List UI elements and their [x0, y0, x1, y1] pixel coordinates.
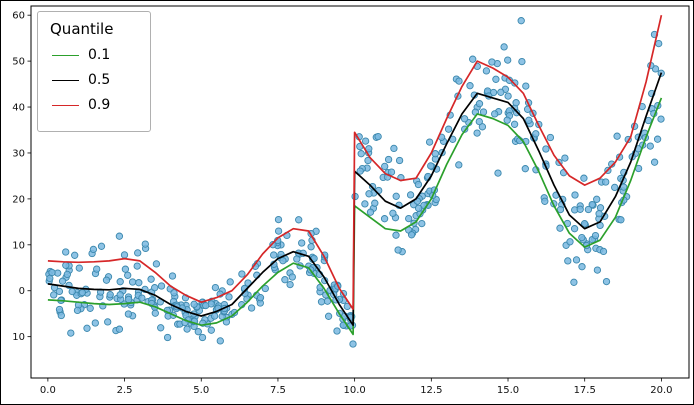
legend-line-q90-icon — [52, 104, 79, 106]
legend-line-q50-icon — [52, 79, 79, 81]
svg-text:17.5: 17.5 — [574, 385, 596, 396]
svg-text:20: 20 — [12, 194, 25, 205]
svg-text:0.0: 0.0 — [40, 385, 56, 396]
svg-text:10: 10 — [12, 240, 25, 251]
legend-title: Quantile — [50, 20, 114, 38]
legend-label-q90: 0.9 — [88, 97, 111, 113]
svg-text:10: 10 — [12, 332, 25, 343]
svg-text:30: 30 — [12, 148, 25, 159]
svg-text:2.5: 2.5 — [117, 385, 133, 396]
svg-text:10.0: 10.0 — [343, 385, 365, 396]
svg-text:15.0: 15.0 — [497, 385, 519, 396]
legend-line-q10-icon — [52, 54, 79, 56]
quantile-lines — [47, 15, 663, 336]
svg-text:12.5: 12.5 — [420, 385, 442, 396]
legend-item-q90: 0.9 — [52, 97, 134, 113]
legend-label-q10: 0.1 — [88, 47, 111, 63]
legend-label-q50: 0.5 — [88, 72, 111, 88]
svg-text:5.0: 5.0 — [193, 385, 209, 396]
svg-text:7.5: 7.5 — [270, 385, 286, 396]
legend: Quantile 0.1 0.5 0.9 — [37, 11, 151, 132]
svg-text:0: 0 — [19, 286, 25, 297]
legend-item-q10: 0.1 — [52, 47, 134, 63]
legend-item-q50: 0.5 — [52, 72, 134, 88]
svg-text:50: 50 — [12, 57, 25, 68]
svg-text:40: 40 — [12, 103, 25, 114]
svg-text:60: 60 — [12, 11, 25, 22]
svg-text:20.0: 20.0 — [650, 385, 672, 396]
